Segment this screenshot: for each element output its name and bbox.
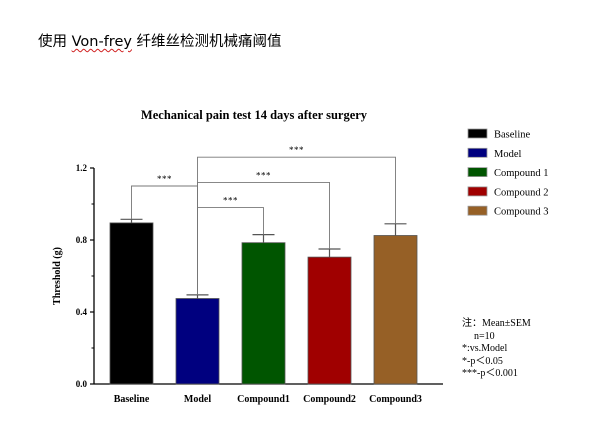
chart-legend: Baseline Model Compound 1 Compound 2 Compoun… [467,128,549,218]
legend-entry: Baseline [494,130,530,141]
heading-prefix: 使用 [38,34,72,50]
bar-compound3 [373,235,418,385]
legend-entry: Compound 3 [494,207,549,218]
y-tick-label: 1.2 [76,163,88,173]
bar-compound1 [241,242,286,385]
chart-errorbars [120,218,407,299]
significance-label: *** [157,174,172,184]
note-sample-size: n=10 [474,330,495,342]
y-axis-label: Threshold (g) [52,247,63,305]
chart-title: Mechanical pain test 14 days after surge… [141,108,368,122]
bar-compound2 [307,256,352,385]
legend-swatch [467,205,488,216]
legend-swatch [467,128,488,139]
heading-suffix: 纤维丝检测机械痛阈值 [131,34,282,50]
significance-label: *** [289,145,304,155]
legend-swatch [467,167,488,178]
significance-label: *** [223,196,238,206]
note-comparison: *:vs.Model [462,343,508,355]
legend-entry: Model [494,149,521,160]
y-tick-label: 0.4 [76,307,88,317]
significance-brackets: *** *** *** *** [131,145,396,295]
x-category-label: Compound3 [369,394,422,405]
heading-von-frey: Von-frey [71,34,132,50]
x-category-label: Compound1 [237,394,290,405]
document-heading: 使用 Von-frey 纤维丝检测机械痛阈值 [38,30,282,51]
note-p001: ***-p＜0.001 [462,368,518,380]
y-tick-label: 0.8 [76,235,88,245]
note-p05: *-p＜0.05 [462,355,503,367]
y-tick-label: 0.0 [76,379,88,389]
chart-bars [109,222,418,385]
x-category-label: Compound2 [303,394,356,405]
legend-swatch [467,147,488,158]
x-category-label: Model [184,394,211,405]
x-category-label: Baseline [114,394,150,405]
significance-label: *** [256,170,271,180]
bar-baseline [109,222,154,385]
statistics-notes: 注：Mean±SEM n=10 *:vs.Model *-p＜0.05 ***-… [462,318,531,381]
note-mean-sem: 注：Mean±SEM [462,318,531,329]
legend-entry: Compound 2 [494,187,549,198]
bar-model [175,298,220,385]
legend-entry: Compound 1 [494,168,549,179]
legend-swatch [467,186,488,197]
significance-bracket [197,156,396,295]
